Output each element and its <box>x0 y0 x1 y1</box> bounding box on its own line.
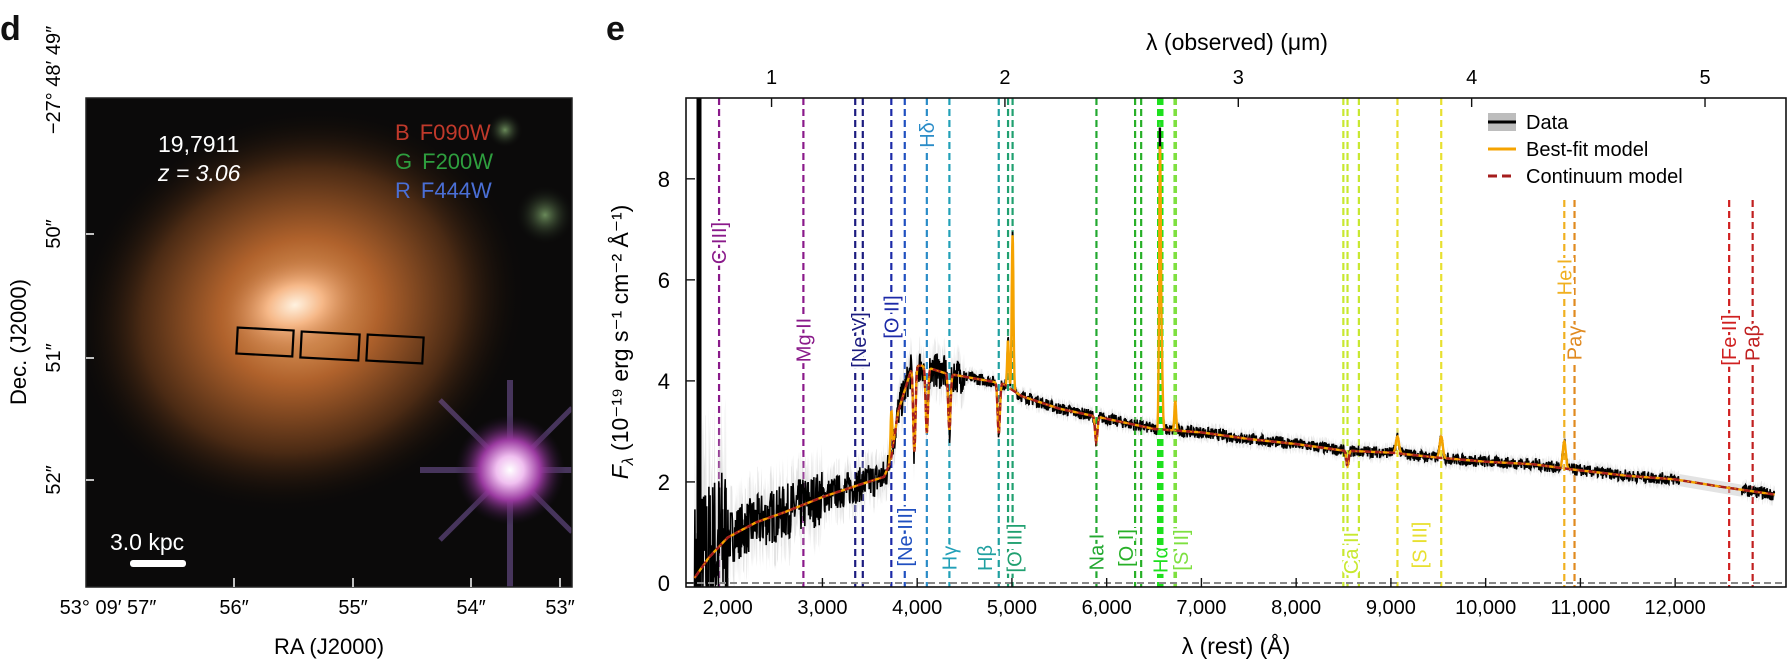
image-frame <box>85 97 573 588</box>
filter-name: F200W <box>422 149 493 174</box>
image-x-tick-label: 53° 09′ 57″ <box>60 597 157 619</box>
slit-apertures <box>235 326 425 365</box>
x-tick-label: 8,000 <box>1271 597 1321 619</box>
filter-name: F444W <box>421 178 492 203</box>
continuum-model-line <box>693 364 1775 579</box>
scale-bar-label: 3.0 kpc <box>110 529 184 555</box>
y-axis-title-main: F <box>607 463 633 479</box>
image-y-tick-label: 50″ <box>43 219 65 248</box>
x-tick-label: 5,000 <box>987 597 1037 619</box>
emission-line-label: [O I] <box>1116 529 1138 567</box>
image-x-tick-label: 53″ <box>545 597 574 619</box>
x-tick-label: 11,000 <box>1551 597 1611 619</box>
object-id: 19,7911 <box>158 131 239 157</box>
x-tick-label: 10,000 <box>1455 597 1516 619</box>
emission-line-label: Paγ <box>1565 326 1587 360</box>
emission-line-label: He I <box>1554 259 1576 296</box>
emission-line-label: Na I <box>1086 534 1108 571</box>
plot-frame <box>685 97 1787 588</box>
redshift-label: z = 3.06 <box>157 160 241 186</box>
x2-tick-label: 5 <box>1699 67 1710 89</box>
y-tick-label: 0 <box>658 571 670 596</box>
legend-label: Continuum model <box>1526 166 1683 188</box>
x2-tick-label: 1 <box>766 67 777 89</box>
emission-line-label: [O III] <box>1004 524 1026 573</box>
spectrum-plot: C III] Mg II [Ne V] [O II] [Ne III] Hδ Hγ Hβ [O … <box>658 67 1787 619</box>
legend: Data Best-fit model Continuum model <box>1488 112 1683 188</box>
x2-axis-title: λ (observed) (μm) <box>1146 29 1328 55</box>
image-axes: −27° 48′ 49″ 50″ 51″ 52″ 53° 09′ 57″ 56″ 55″ 54… <box>43 26 575 619</box>
filter-name: F090W <box>420 120 491 145</box>
emission-line-label: Hα <box>1150 547 1172 573</box>
x-axis-title: λ (rest) (Å) <box>1182 632 1291 659</box>
image-y-tick-label: 51″ <box>43 343 65 372</box>
filter-legend-entry: R F444W <box>395 178 492 203</box>
emission-line-label: [Ne III] <box>895 508 917 567</box>
panel-e-letter: e <box>606 10 625 48</box>
x-tick-label: 6,000 <box>1082 597 1132 619</box>
emission-line-label: Hβ <box>975 545 997 571</box>
filter-legend-entry: G F200W <box>395 149 493 174</box>
y-tick-label: 8 <box>658 167 670 192</box>
emission-line-label: [Ne V] <box>849 312 871 368</box>
panel-d-letter: d <box>0 10 21 48</box>
emission-line-label: [Fe II] <box>1719 314 1741 365</box>
legend-label: Data <box>1526 112 1569 134</box>
emission-line-label: Hδ <box>917 122 939 148</box>
y-axis-title: Fλ (10⁻¹⁹ erg s⁻¹ cm⁻² Å⁻¹) <box>606 205 637 480</box>
filter-legend: B F090W G F200W R F444W <box>395 120 493 203</box>
image-y-axis-title: Dec. (J2000) <box>6 279 31 405</box>
scale-bar <box>130 560 186 567</box>
x-tick-label: 2,000 <box>703 597 753 619</box>
image-x-tick-label: 54″ <box>456 597 485 619</box>
emission-line-label: Ca II <box>1341 532 1363 574</box>
emission-line-labels: C III] Mg II [Ne V] [O II] [Ne III] Hδ Hγ Hβ [O … <box>707 120 1768 577</box>
spectrum-traces <box>686 98 1786 587</box>
galaxy-image: 19,7911 z = 3.06 B F090W G F200W R F444W 3.0 … <box>86 98 572 587</box>
emission-line-label: [O II] <box>881 295 903 338</box>
filter-channel: R <box>395 178 411 203</box>
x-tick-label: 7,000 <box>1176 597 1226 619</box>
emission-line-label: Hγ <box>939 546 961 570</box>
x-tick-label: 9,000 <box>1366 597 1416 619</box>
x2-tick-label: 3 <box>1233 67 1244 89</box>
y-tick-label: 4 <box>658 369 670 394</box>
y-tick-label: 6 <box>658 268 670 293</box>
x-tick-label: 3,000 <box>797 597 847 619</box>
spectrum-axes: 2,000 3,000 4,000 5,000 6,000 7,000 8,000 9,000… <box>658 67 1787 619</box>
image-y-tick-label: 52″ <box>43 465 65 494</box>
emission-line-label: [S II] <box>1171 529 1193 570</box>
x-tick-label: 4,000 <box>892 597 942 619</box>
legend-label: Best-fit model <box>1526 139 1648 161</box>
image-x-axis-title: RA (J2000) <box>274 634 384 659</box>
filter-legend-entry: B F090W <box>395 120 491 145</box>
image-x-tick-label: 56″ <box>219 597 248 619</box>
y-tick-label: 2 <box>658 470 670 495</box>
emission-line-label: [S III] <box>1409 522 1431 569</box>
emission-line-label: Mg II <box>793 318 815 362</box>
image-x-tick-label: 55″ <box>338 597 367 619</box>
filter-channel: B <box>395 120 410 145</box>
image-y-tick-label: −27° 48′ 49″ <box>43 26 65 134</box>
foreground-star <box>455 415 565 525</box>
y-axis-title-sub: λ <box>620 457 637 466</box>
x-tick-label: 12,000 <box>1645 597 1706 619</box>
x2-tick-label: 4 <box>1466 67 1477 89</box>
y-axis-title-units: (10⁻¹⁹ erg s⁻¹ cm⁻² Å⁻¹) <box>606 205 633 458</box>
filter-channel: G <box>395 149 412 174</box>
emission-line-label: C III] <box>709 222 731 264</box>
emission-line-label: Paβ <box>1743 325 1765 361</box>
x2-tick-label: 2 <box>999 67 1010 89</box>
